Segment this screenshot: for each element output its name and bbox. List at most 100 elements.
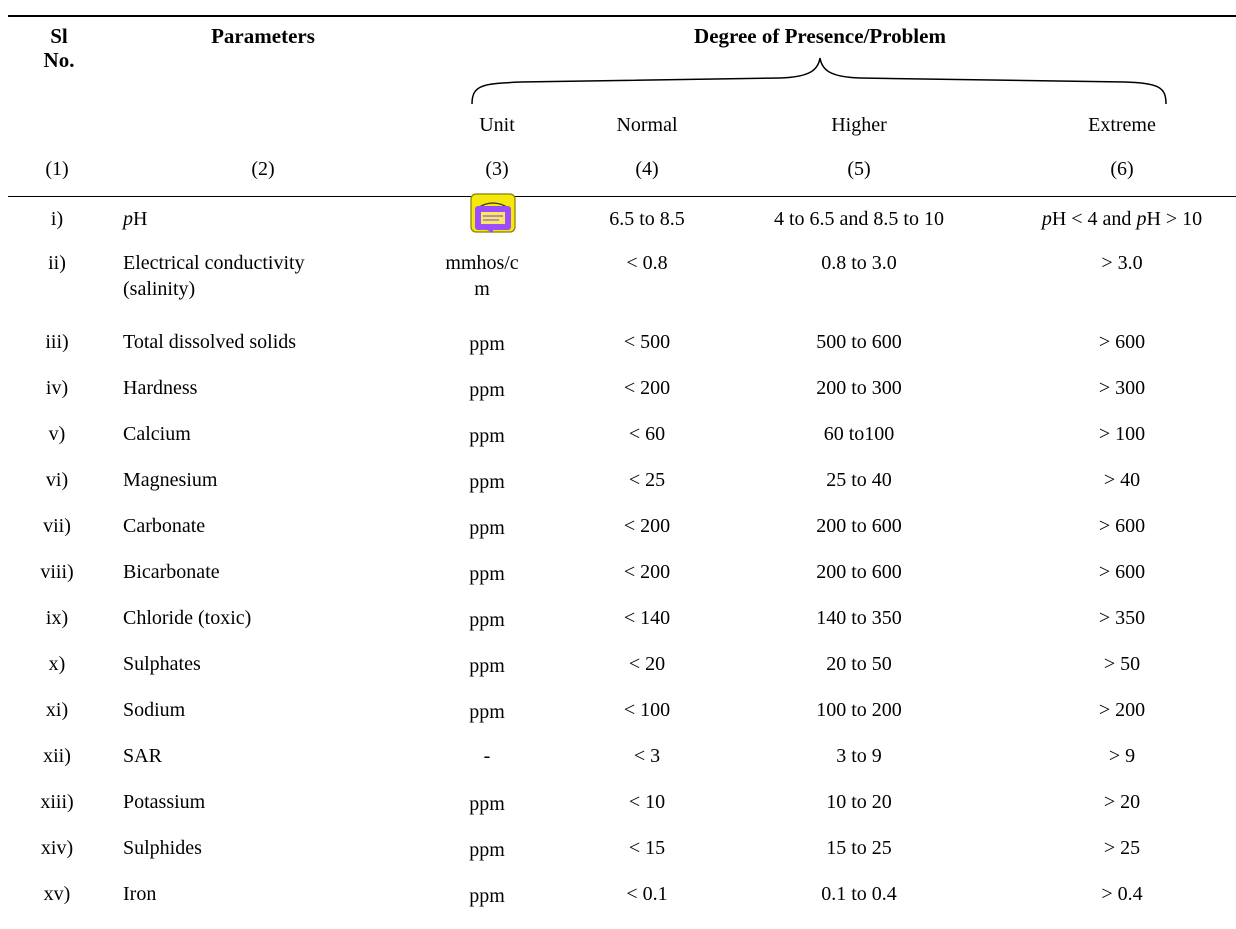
table-row-normal: < 3 (633, 745, 661, 767)
table-row-param: Magnesium (123, 469, 218, 491)
table-row-higher: 0.1 to 0.4 (821, 883, 897, 905)
table-row-unit: - (483, 745, 491, 767)
table-row-sl: v) (48, 423, 66, 445)
table-row-normal: < 20 (628, 653, 666, 675)
header-unit: Unit (479, 114, 515, 136)
table-row-extreme: pH < 4 and pH > 10 (1041, 208, 1203, 230)
table-row-higher: 200 to 600 (816, 515, 902, 537)
table-row-higher: 500 to 600 (816, 331, 902, 353)
table-row-extreme: > 300 (1098, 377, 1146, 399)
table-row-higher: 0.8 to 3.0 (821, 252, 897, 274)
table-row-extreme: > 40 (1103, 469, 1141, 491)
table-row-param: Chloride (toxic) (123, 607, 252, 629)
table-row-sl: ii) (48, 252, 66, 274)
col-number-1: (1) (45, 158, 69, 180)
header-degree-group: Degree of Presence/Problem (694, 24, 946, 48)
table-row-unit: ppm (469, 333, 505, 355)
table-row-normal: < 200 (623, 561, 671, 583)
table-row-higher: 4 to 6.5 and 8.5 to 10 (774, 208, 944, 230)
table-row-normal: < 100 (623, 699, 671, 721)
table-row-normal: < 15 (628, 837, 666, 859)
table-row-higher: 3 to 9 (836, 745, 882, 767)
table-row-extreme: > 50 (1103, 653, 1141, 675)
table-row-param: Sulphates (123, 653, 201, 675)
table-row-sl: iii) (45, 331, 69, 353)
table-row-higher: 60 to100 (823, 423, 895, 445)
table-row-unit: ppm (469, 379, 505, 401)
table-row-param: Sodium (123, 699, 186, 721)
table-row-sl: vii) (43, 515, 71, 537)
table-row-higher: 200 to 300 (816, 377, 902, 399)
header-rule (8, 196, 1236, 197)
col-number-4: (4) (635, 158, 659, 180)
table-row-extreme: > 350 (1098, 607, 1146, 629)
col-number-5: (5) (847, 158, 871, 180)
brace-decoration (471, 57, 1167, 105)
table-row-extreme: > 25 (1103, 837, 1141, 859)
table-row-extreme: > 0.4 (1101, 883, 1143, 905)
table-row-sl: xiv) (40, 837, 74, 859)
table-row-higher: 200 to 600 (816, 561, 902, 583)
table-row-unit: ppm (469, 471, 505, 493)
table-row-normal: < 0.1 (626, 883, 668, 905)
table-row-extreme: > 600 (1098, 331, 1146, 353)
table-row-normal: 6.5 to 8.5 (609, 208, 685, 230)
table-row-sl: xiii) (40, 791, 74, 813)
table-row-higher: 15 to 25 (826, 837, 892, 859)
table-row-extreme: > 200 (1098, 699, 1146, 721)
table-row-sl: xv) (43, 883, 71, 905)
table-row-sl: xii) (43, 745, 71, 767)
header-sl-no-line2: No. (43, 48, 75, 72)
table-row-param: Electrical conductivity (123, 252, 305, 274)
table-row-param: Sulphides (123, 837, 202, 859)
table-row-unit: ppm (469, 839, 505, 861)
header-higher: Higher (831, 114, 887, 136)
top-rule (8, 15, 1236, 17)
table-row-extreme: > 600 (1098, 515, 1146, 537)
table-row-normal: < 10 (628, 791, 666, 813)
table-row-sl: x) (48, 653, 66, 675)
table-row-extreme: > 9 (1108, 745, 1136, 767)
table-row-unit: ppm (469, 425, 505, 447)
table-row-unit: ppm (469, 793, 505, 815)
table-row-higher: 25 to 40 (826, 469, 892, 491)
table-row-normal: < 25 (628, 469, 666, 491)
table-row-normal: < 0.8 (626, 252, 668, 274)
table-row-unit: ppm (469, 655, 505, 677)
table-row-normal: < 200 (623, 377, 671, 399)
table-row-unit: mmhos/c (445, 252, 519, 274)
table-row-param: Total dissolved solids (123, 331, 297, 353)
table-row-param: pH (123, 208, 148, 230)
table-row-higher: 140 to 350 (816, 607, 902, 629)
table-row-sl: iv) (45, 377, 69, 399)
table-row-unit: ppm (469, 701, 505, 723)
table-row-sl: viii) (40, 561, 74, 583)
table-row-normal: < 60 (628, 423, 666, 445)
table-row-param: Hardness (123, 377, 198, 399)
table-row-param: Iron (123, 883, 157, 905)
table-row-param: SAR (123, 745, 162, 767)
table-row-normal: < 140 (623, 607, 671, 629)
col-number-6: (6) (1110, 158, 1134, 180)
table-row-param: Calcium (123, 423, 191, 445)
table-row-sl: ix) (45, 607, 69, 629)
col-number-3: (3) (485, 158, 509, 180)
table-row-extreme: > 3.0 (1101, 252, 1143, 274)
table-row-sl: vi) (45, 469, 69, 491)
table-row-unit: ppm (469, 609, 505, 631)
comment-icon[interactable] (470, 193, 516, 233)
table-row-higher: 100 to 200 (816, 699, 902, 721)
header-extreme: Extreme (1088, 114, 1156, 136)
table-row-param: Bicarbonate (123, 561, 220, 583)
table-row-normal: < 500 (623, 331, 671, 353)
table-row-unit: ppm (469, 563, 505, 585)
table-row-param: Potassium (123, 791, 206, 813)
table-row-sl: i) (50, 208, 64, 230)
table-row-param-line2: (salinity) (123, 278, 196, 300)
table-row-param: Carbonate (123, 515, 206, 537)
table-row-extreme: > 20 (1103, 791, 1141, 813)
col-number-2: (2) (251, 158, 275, 180)
table-row-extreme: > 600 (1098, 561, 1146, 583)
table-row-higher: 10 to 20 (826, 791, 892, 813)
table-row-sl: xi) (45, 699, 69, 721)
